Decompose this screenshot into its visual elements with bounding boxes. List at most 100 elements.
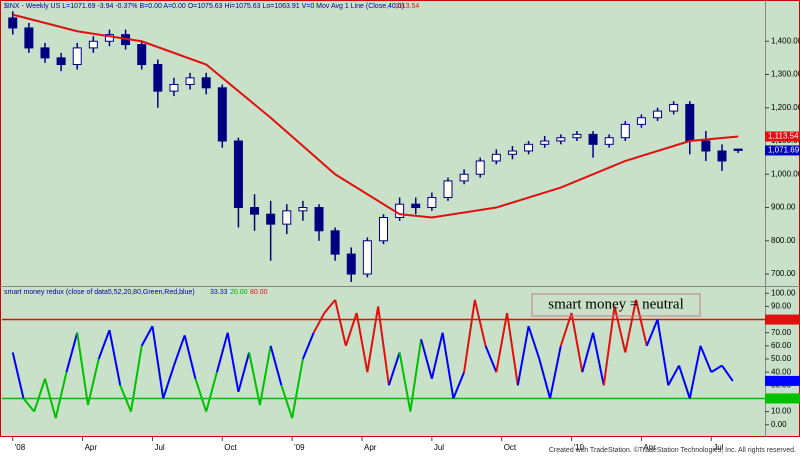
axis-marker [765,393,800,404]
indicator-segment [398,352,412,412]
indicator-segment [387,352,401,386]
indicator-segment [129,345,143,412]
price-marker-label: 1,113.54 [768,132,799,141]
y-tick-label: 800.00 [771,236,796,245]
candle-body [669,103,679,112]
candle-body [153,64,163,92]
y-tick-label: 70.00 [771,328,792,337]
indicator-header: smart money redux (close of data5,52,20,… [4,289,195,296]
indicator-segment [151,325,165,399]
y-tick-label: 1,300.00 [771,70,800,79]
candle-body [604,137,614,145]
indicator-segment [334,299,347,347]
indicator-segment [269,345,283,386]
candle-body [427,197,437,209]
candle-body [137,44,147,66]
candle-body [250,207,260,215]
indicator-segment [721,365,734,382]
x-tick-label: Apr [364,443,377,452]
indicator-segment [44,378,57,419]
indicator-segment [570,312,584,373]
indicator-segment [602,306,616,386]
candle-body [185,77,195,85]
candle-body [201,77,211,89]
x-tick-label: Apr [643,443,656,452]
candle-body [330,230,340,255]
y-tick-label: 1,200.00 [771,103,800,112]
y-tick-label: 900.00 [771,203,796,212]
indicator-segment [54,371,68,419]
indicator-segment [226,332,240,393]
candle-body [636,117,646,125]
candle-body [411,203,421,209]
moving-average [12,13,739,219]
indicator-segment [635,299,648,347]
candle-body [701,140,711,152]
indicator-segment [301,332,315,360]
indicator-segment [280,384,294,419]
indicator-segment [248,352,261,406]
indicator-segment [420,339,433,379]
y-tick-label: 1,400.00 [771,36,800,45]
indicator-segment [355,312,369,373]
candle-body [459,173,469,182]
x-tick-label: Oct [224,443,237,452]
candle-body [395,203,405,218]
indicator-segment [592,332,605,386]
candle-body [556,137,566,142]
candle-body [491,153,501,162]
indicator-segment [441,332,455,399]
indicator-segment [140,325,154,347]
indicator-header-value: 20.00 [230,289,248,296]
indicator-segment [205,371,218,412]
indicator-segment [581,332,595,373]
indicator-segment [366,306,380,373]
indicator-segment [183,335,197,379]
indicator-header-value: 80.00 [250,289,268,296]
candle-body [653,110,663,119]
x-tick-label: '08 [15,443,26,452]
candle-body [507,150,517,155]
candle-body [717,150,727,162]
indicator-segment [549,345,562,399]
x-tick-label: Jul [434,443,444,452]
indicator-segment [613,306,627,353]
indicator-segment [538,358,552,399]
indicator-segment [312,312,326,334]
candle-body [620,123,630,139]
indicator-segment [667,365,680,386]
indicator-segment [258,345,272,406]
indicator-segment [452,371,466,399]
candle-body [8,17,18,29]
candle-body [104,34,114,42]
y-tick-label: 60.00 [771,341,792,350]
indicator-segment [323,299,336,314]
y-tick-label: 40.00 [771,367,792,376]
indicator-segment [645,319,659,347]
indicator-segment [678,365,691,399]
indicator-segment [473,299,487,347]
y-tick-label: 0.00 [771,420,787,429]
indicator-segment [699,345,713,373]
x-tick-label: Oct [504,443,517,452]
y-tick-label: 1,000.00 [771,169,800,178]
indicator-segment [559,312,573,347]
price-marker [765,131,800,142]
x-tick-label: Apr [85,443,98,452]
y-tick-label: 100.00 [771,288,796,297]
indicator-segment [97,329,111,360]
x-tick-label: Jul [713,443,723,452]
footer: Created with TradeStation. ©TradeStation… [549,446,796,454]
x-tick-label: Jul [154,443,164,452]
indicator-segment [237,352,251,393]
indicator-segment [710,364,723,374]
indicator-segment [377,306,390,386]
y-tick-label: 90.00 [771,302,792,311]
indicator-segment [22,397,36,413]
annotation-box [531,293,701,317]
indicator-segment [291,358,304,419]
indicator-segment [215,332,229,373]
axis-marker [765,375,800,386]
y-tick-label: 10.00 [771,407,792,416]
